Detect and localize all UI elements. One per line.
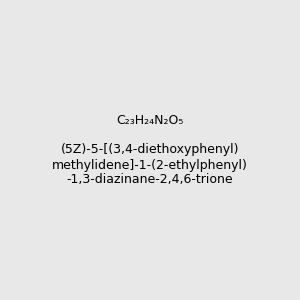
- Text: C₂₃H₂₄N₂O₅

(5Z)-5-[(3,4-diethoxyphenyl)
methylidene]-1-(2-ethylphenyl)
-1,3-dia: C₂₃H₂₄N₂O₅ (5Z)-5-[(3,4-diethoxyphenyl) …: [52, 113, 248, 187]
